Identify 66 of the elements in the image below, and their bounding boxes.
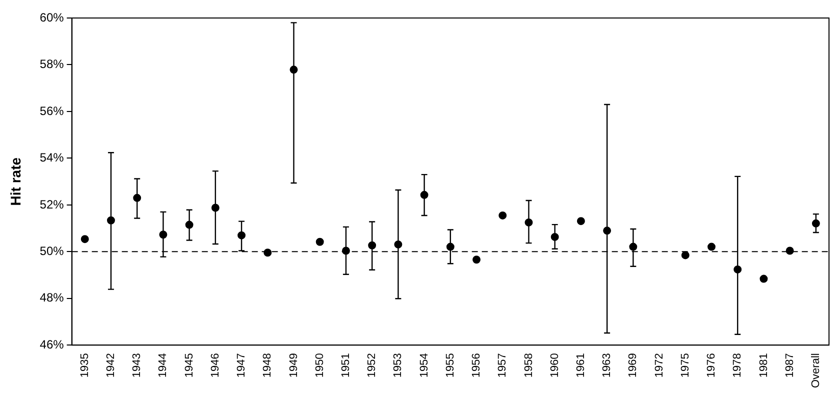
x-tick-label: 1963 <box>601 353 614 378</box>
point <box>211 204 220 212</box>
x-tick-label: 1981 <box>758 353 770 378</box>
x-tick-label: 1978 <box>732 353 744 378</box>
point <box>786 246 794 255</box>
y-tick-label: 54% <box>40 150 64 165</box>
x-tick-label: 1942 <box>105 353 118 378</box>
point <box>368 241 376 250</box>
x-tick-label: 1958 <box>522 353 535 378</box>
x-tick-label: 1976 <box>706 353 718 378</box>
x-tick-label: 1969 <box>627 353 640 378</box>
x-tick-label: 1956 <box>470 353 483 378</box>
x-tick-label: 1954 <box>418 353 430 378</box>
x-tick-label: 1945 <box>183 353 196 378</box>
x-tick-label: 1951 <box>340 353 352 378</box>
y-axis-title: Hit rate <box>7 157 24 206</box>
point <box>524 218 533 226</box>
point <box>498 211 507 220</box>
y-tick-label: 60% <box>40 10 64 24</box>
y-tick-label: 58% <box>40 57 64 72</box>
x-tick-label: 1987 <box>784 353 796 378</box>
point <box>446 242 454 251</box>
x-tick-label: 1952 <box>366 353 378 378</box>
point <box>603 226 612 235</box>
point <box>708 242 716 251</box>
point <box>760 274 768 283</box>
point <box>812 219 820 228</box>
point <box>681 251 690 260</box>
x-tick-label: 1946 <box>209 353 222 378</box>
y-tick-label: 50% <box>40 244 64 258</box>
x-tick-label: 1935 <box>78 353 91 378</box>
x-tick-label: 1947 <box>236 353 248 378</box>
x-tick-label: 1957 <box>496 353 509 378</box>
x-tick-label: Overall <box>810 353 822 388</box>
point <box>550 232 559 241</box>
point <box>576 217 585 226</box>
y-tick-label: 46% <box>40 337 64 352</box>
x-tick-label: 1949 <box>288 353 300 378</box>
point <box>264 248 272 257</box>
point <box>734 265 742 274</box>
point <box>629 242 638 251</box>
point <box>80 235 89 244</box>
x-tick-label: 1944 <box>157 353 170 378</box>
point <box>185 220 194 229</box>
point <box>238 231 246 240</box>
y-tick-label: 48% <box>40 290 64 305</box>
x-tick-label: 1948 <box>262 353 274 378</box>
y-tick-label: 52% <box>40 197 64 212</box>
point <box>290 66 298 74</box>
x-tick-label: 1972 <box>653 353 666 378</box>
x-tick-label: 1955 <box>444 353 456 378</box>
point <box>159 230 168 239</box>
x-tick-label: 1943 <box>131 353 144 378</box>
x-tick-label: 1960 <box>548 353 561 378</box>
point <box>394 240 402 248</box>
x-tick-label: 1950 <box>314 353 326 378</box>
point <box>316 238 324 246</box>
x-tick-label: 1961 <box>574 353 587 378</box>
point <box>342 246 350 255</box>
x-tick-label: 1953 <box>392 353 404 378</box>
point <box>472 256 481 264</box>
y-tick-label: 56% <box>40 104 64 118</box>
point <box>133 194 142 202</box>
point <box>420 190 428 199</box>
point <box>106 216 115 224</box>
x-tick-label: 1975 <box>679 353 692 378</box>
